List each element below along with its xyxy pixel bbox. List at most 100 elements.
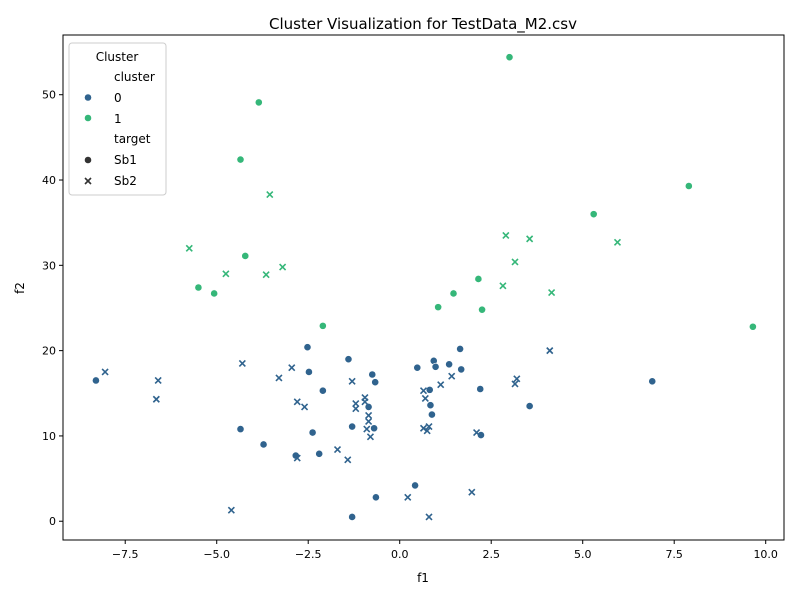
point-cluster-0-sb2 xyxy=(425,513,433,521)
legend-hue-heading: cluster xyxy=(114,70,155,84)
point-cluster-1-sb2 xyxy=(502,231,510,240)
point-cluster-0-sb2 xyxy=(365,417,373,425)
point-cluster-0-sb1 xyxy=(364,403,373,411)
point-cluster-0-sb1 xyxy=(426,401,435,410)
point-cluster-0-sb1 xyxy=(236,425,245,434)
point-cluster-0-sb1 xyxy=(431,362,440,371)
point-cluster-0-sb2 xyxy=(238,359,246,367)
x-tick-label: −2.5 xyxy=(295,548,322,561)
point-cluster-1-sb1 xyxy=(684,182,693,190)
point-cluster-1-sb1 xyxy=(589,210,598,219)
point-cluster-0-sb2 xyxy=(511,380,519,388)
point-cluster-0-sb1 xyxy=(477,431,485,439)
point-cluster-1-sb2 xyxy=(262,271,270,279)
y-tick-label: 40 xyxy=(42,174,56,187)
point-cluster-0-sb2 xyxy=(546,347,554,355)
point-cluster-0-sb2 xyxy=(363,425,371,433)
point-cluster-0-sb1 xyxy=(315,449,324,458)
point-cluster-0-sb2 xyxy=(300,403,309,411)
point-cluster-1-sb2 xyxy=(185,244,193,252)
point-cluster-0-sb1 xyxy=(92,376,100,385)
x-tick-label: 5.0 xyxy=(574,548,592,561)
legend-label-cluster-0: 0 xyxy=(114,91,122,105)
y-axis: 0 10 20 30 40 50 xyxy=(42,89,63,528)
point-cluster-0-sb1 xyxy=(305,368,313,376)
point-cluster-1-sb2 xyxy=(499,282,507,290)
point-cluster-1-sb1 xyxy=(434,303,443,312)
point-cluster-0-sb2 xyxy=(437,381,445,389)
point-cluster-0-sb2 xyxy=(333,446,342,454)
point-cluster-0-sb2 xyxy=(448,372,456,380)
legend-label-sb1: Sb1 xyxy=(114,153,137,167)
point-cluster-0-sb1 xyxy=(457,365,466,374)
legend-label-cluster-1: 1 xyxy=(114,112,122,126)
point-cluster-0-sb2 xyxy=(365,411,373,420)
point-cluster-1-sb2 xyxy=(511,258,519,266)
point-cluster-1-sb2 xyxy=(548,289,556,297)
point-cluster-0-sb1 xyxy=(456,345,464,353)
point-cluster-1-sb1 xyxy=(478,305,486,314)
point-cluster-0-sb2 xyxy=(423,427,431,435)
x-tick-label: 0.0 xyxy=(391,548,409,561)
point-cluster-0-sb1 xyxy=(413,363,422,372)
y-tick-label: 20 xyxy=(42,345,56,358)
point-cluster-0-sb2 xyxy=(293,398,301,406)
point-cluster-0-sb1 xyxy=(411,481,419,490)
point-cluster-0-sb2 xyxy=(352,405,360,413)
legend-marker-cluster-0 xyxy=(84,93,92,102)
point-cluster-1-sb2 xyxy=(526,235,534,243)
point-cluster-0-sb1 xyxy=(476,385,485,393)
x-tick-label: 10.0 xyxy=(753,548,778,561)
legend-marker-sb1 xyxy=(84,156,92,164)
point-cluster-0-sb2 xyxy=(227,506,235,514)
legend-title: Cluster xyxy=(96,50,139,64)
plot-frame xyxy=(62,34,785,541)
point-cluster-0-sb2 xyxy=(344,456,352,464)
point-cluster-0-sb2 xyxy=(404,493,412,501)
point-cluster-1-sb1 xyxy=(474,275,483,283)
point-cluster-0-sb2 xyxy=(348,377,356,385)
x-tick-label: −7.5 xyxy=(112,548,139,561)
point-cluster-0-sb1 xyxy=(425,385,434,394)
point-cluster-0-sb1 xyxy=(318,386,327,395)
point-cluster-0-sb1 xyxy=(348,513,357,521)
legend-marker-sb2 xyxy=(84,177,92,185)
point-cluster-0-sb1 xyxy=(525,402,534,410)
point-cluster-1-sb1 xyxy=(194,283,203,292)
point-cluster-0-sb2 xyxy=(421,394,429,402)
x-axis-label: f1 xyxy=(417,571,429,585)
point-cluster-0-sb1 xyxy=(372,493,380,502)
point-cluster-1-sb2 xyxy=(613,238,622,246)
legend-marker-cluster-1 xyxy=(84,114,92,122)
point-cluster-0-sb2 xyxy=(425,422,433,431)
x-axis: −7.5 −5.0 −2.5 0.0 2.5 5.0 7.5 10.0 xyxy=(112,540,778,561)
point-cluster-0-sb1 xyxy=(370,424,378,433)
point-cluster-1-sb1 xyxy=(241,252,250,260)
point-cluster-1-sb1 xyxy=(254,98,263,107)
point-cluster-0-sb1 xyxy=(308,428,317,437)
legend-style-heading: target xyxy=(114,132,151,146)
point-cluster-0-sb2 xyxy=(366,433,374,441)
point-cluster-0-sb2 xyxy=(419,387,428,395)
point-cluster-1-sb1 xyxy=(236,155,245,164)
point-cluster-0-sb1 xyxy=(348,422,357,431)
point-cluster-1-sb1 xyxy=(449,289,458,298)
y-tick-label: 10 xyxy=(42,430,56,443)
y-tick-label: 30 xyxy=(42,259,56,272)
point-cluster-1-sb2 xyxy=(222,270,230,278)
point-cluster-0-sb1 xyxy=(445,360,454,369)
point-cluster-0-sb2 xyxy=(468,488,476,496)
point-cluster-1-sb1 xyxy=(505,53,514,62)
point-cluster-0-sb2 xyxy=(154,376,162,385)
y-tick-label: 50 xyxy=(42,89,56,102)
y-tick-label: 0 xyxy=(49,515,56,528)
point-cluster-0-sb1 xyxy=(259,440,268,449)
point-cluster-1-sb1 xyxy=(748,322,757,331)
point-cluster-0-sb2 xyxy=(361,398,369,406)
point-cluster-0-sb2 xyxy=(293,454,301,462)
point-cluster-0-sb1 xyxy=(428,410,436,419)
point-cluster-0-sb2 xyxy=(513,375,521,383)
x-tick-label: 2.5 xyxy=(482,548,500,561)
point-cluster-0-sb2 xyxy=(275,374,283,382)
